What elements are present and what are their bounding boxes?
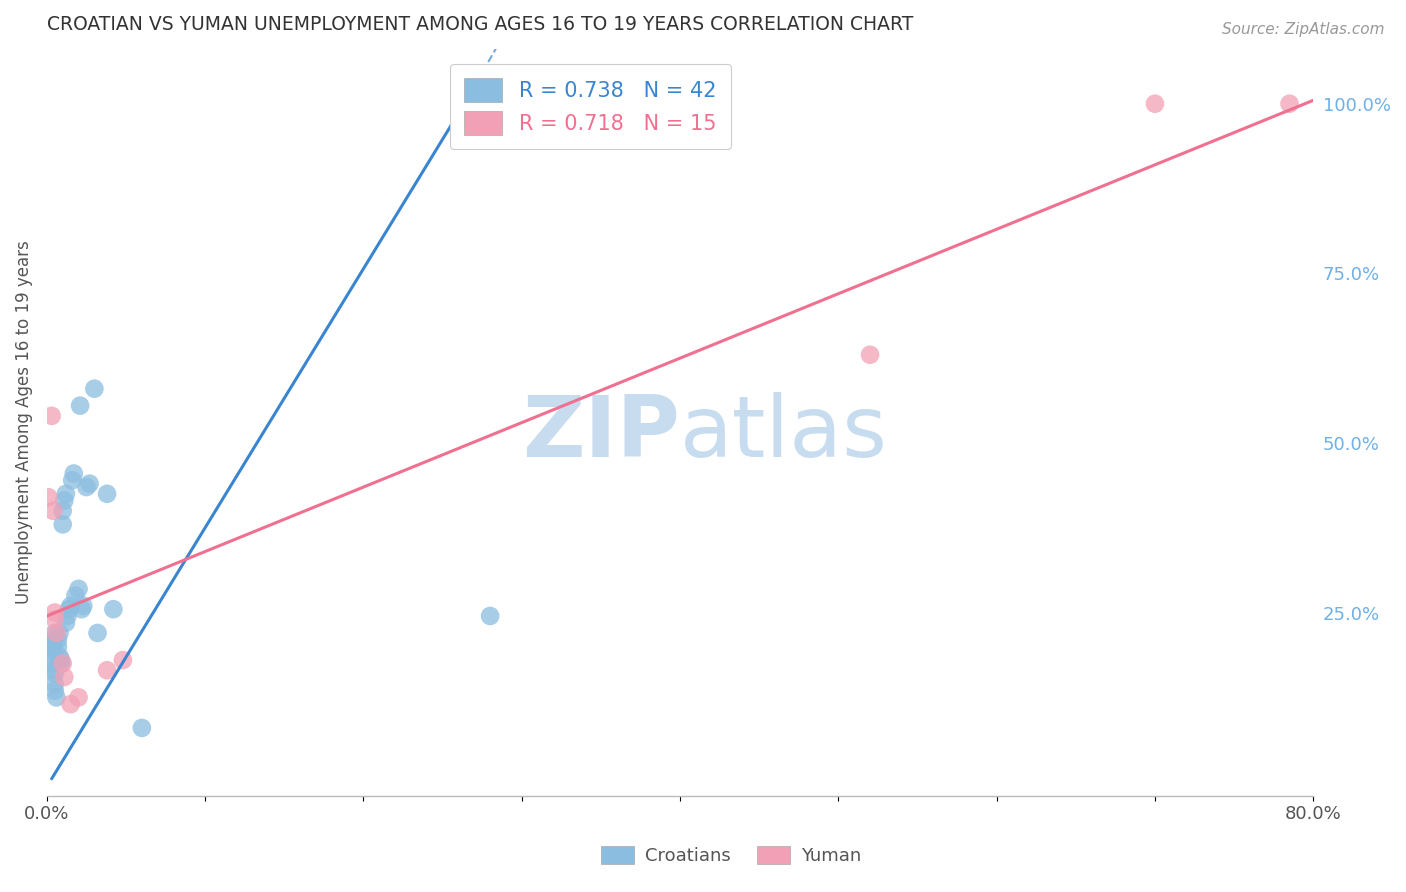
Point — [65, 589, 87, 603]
Point — [67, 582, 90, 596]
Point — [75, 480, 97, 494]
Point — [49, 657, 72, 671]
Point — [52, 657, 75, 671]
Point — [48, 649, 70, 664]
Point — [67, 690, 90, 705]
Point — [1278, 96, 1301, 111]
Point — [45, 690, 67, 705]
Point — [59, 697, 82, 711]
Point — [44, 626, 66, 640]
Text: CROATIAN VS YUMAN UNEMPLOYMENT AMONG AGES 16 TO 19 YEARS CORRELATION CHART: CROATIAN VS YUMAN UNEMPLOYMENT AMONG AGE… — [46, 15, 914, 34]
Point — [48, 626, 70, 640]
Point — [86, 626, 108, 640]
Point — [44, 683, 66, 698]
Point — [111, 653, 134, 667]
Point — [53, 670, 76, 684]
Point — [83, 382, 105, 396]
Point — [52, 504, 75, 518]
Point — [479, 609, 502, 624]
Point — [44, 666, 66, 681]
Point — [44, 663, 66, 677]
Point — [42, 636, 65, 650]
Text: Source: ZipAtlas.com: Source: ZipAtlas.com — [1222, 22, 1385, 37]
Y-axis label: Unemployment Among Ages 16 to 19 years: Unemployment Among Ages 16 to 19 years — [15, 241, 32, 605]
Point — [41, 657, 63, 671]
Point — [42, 504, 65, 518]
Point — [72, 599, 94, 613]
Point — [96, 487, 118, 501]
Point — [37, 490, 59, 504]
Point — [52, 517, 75, 532]
Point — [41, 409, 63, 423]
Point — [49, 653, 72, 667]
Point — [79, 476, 101, 491]
Point — [46, 640, 69, 654]
Point — [55, 615, 77, 630]
Point — [62, 467, 84, 481]
Point — [42, 643, 65, 657]
Point — [44, 612, 66, 626]
Point — [103, 602, 125, 616]
Point — [46, 632, 69, 647]
Point — [41, 649, 63, 664]
Point — [70, 602, 93, 616]
Text: ZIP: ZIP — [523, 392, 681, 475]
Legend: Croatians, Yuman: Croatians, Yuman — [592, 837, 870, 874]
Point — [42, 632, 65, 647]
Point — [859, 348, 882, 362]
Point — [59, 599, 82, 613]
Point — [96, 663, 118, 677]
Point — [55, 487, 77, 501]
Point — [60, 473, 83, 487]
Point — [56, 609, 79, 624]
Point — [131, 721, 153, 735]
Point — [486, 96, 509, 111]
Point — [45, 626, 67, 640]
Point — [1143, 96, 1166, 111]
Point — [44, 677, 66, 691]
Point — [69, 399, 91, 413]
Legend: R = 0.738   N = 42, R = 0.718   N = 15: R = 0.738 N = 42, R = 0.718 N = 15 — [450, 63, 731, 149]
Point — [42, 640, 65, 654]
Point — [53, 493, 76, 508]
Point — [58, 602, 80, 616]
Text: atlas: atlas — [681, 392, 889, 475]
Point — [44, 606, 66, 620]
